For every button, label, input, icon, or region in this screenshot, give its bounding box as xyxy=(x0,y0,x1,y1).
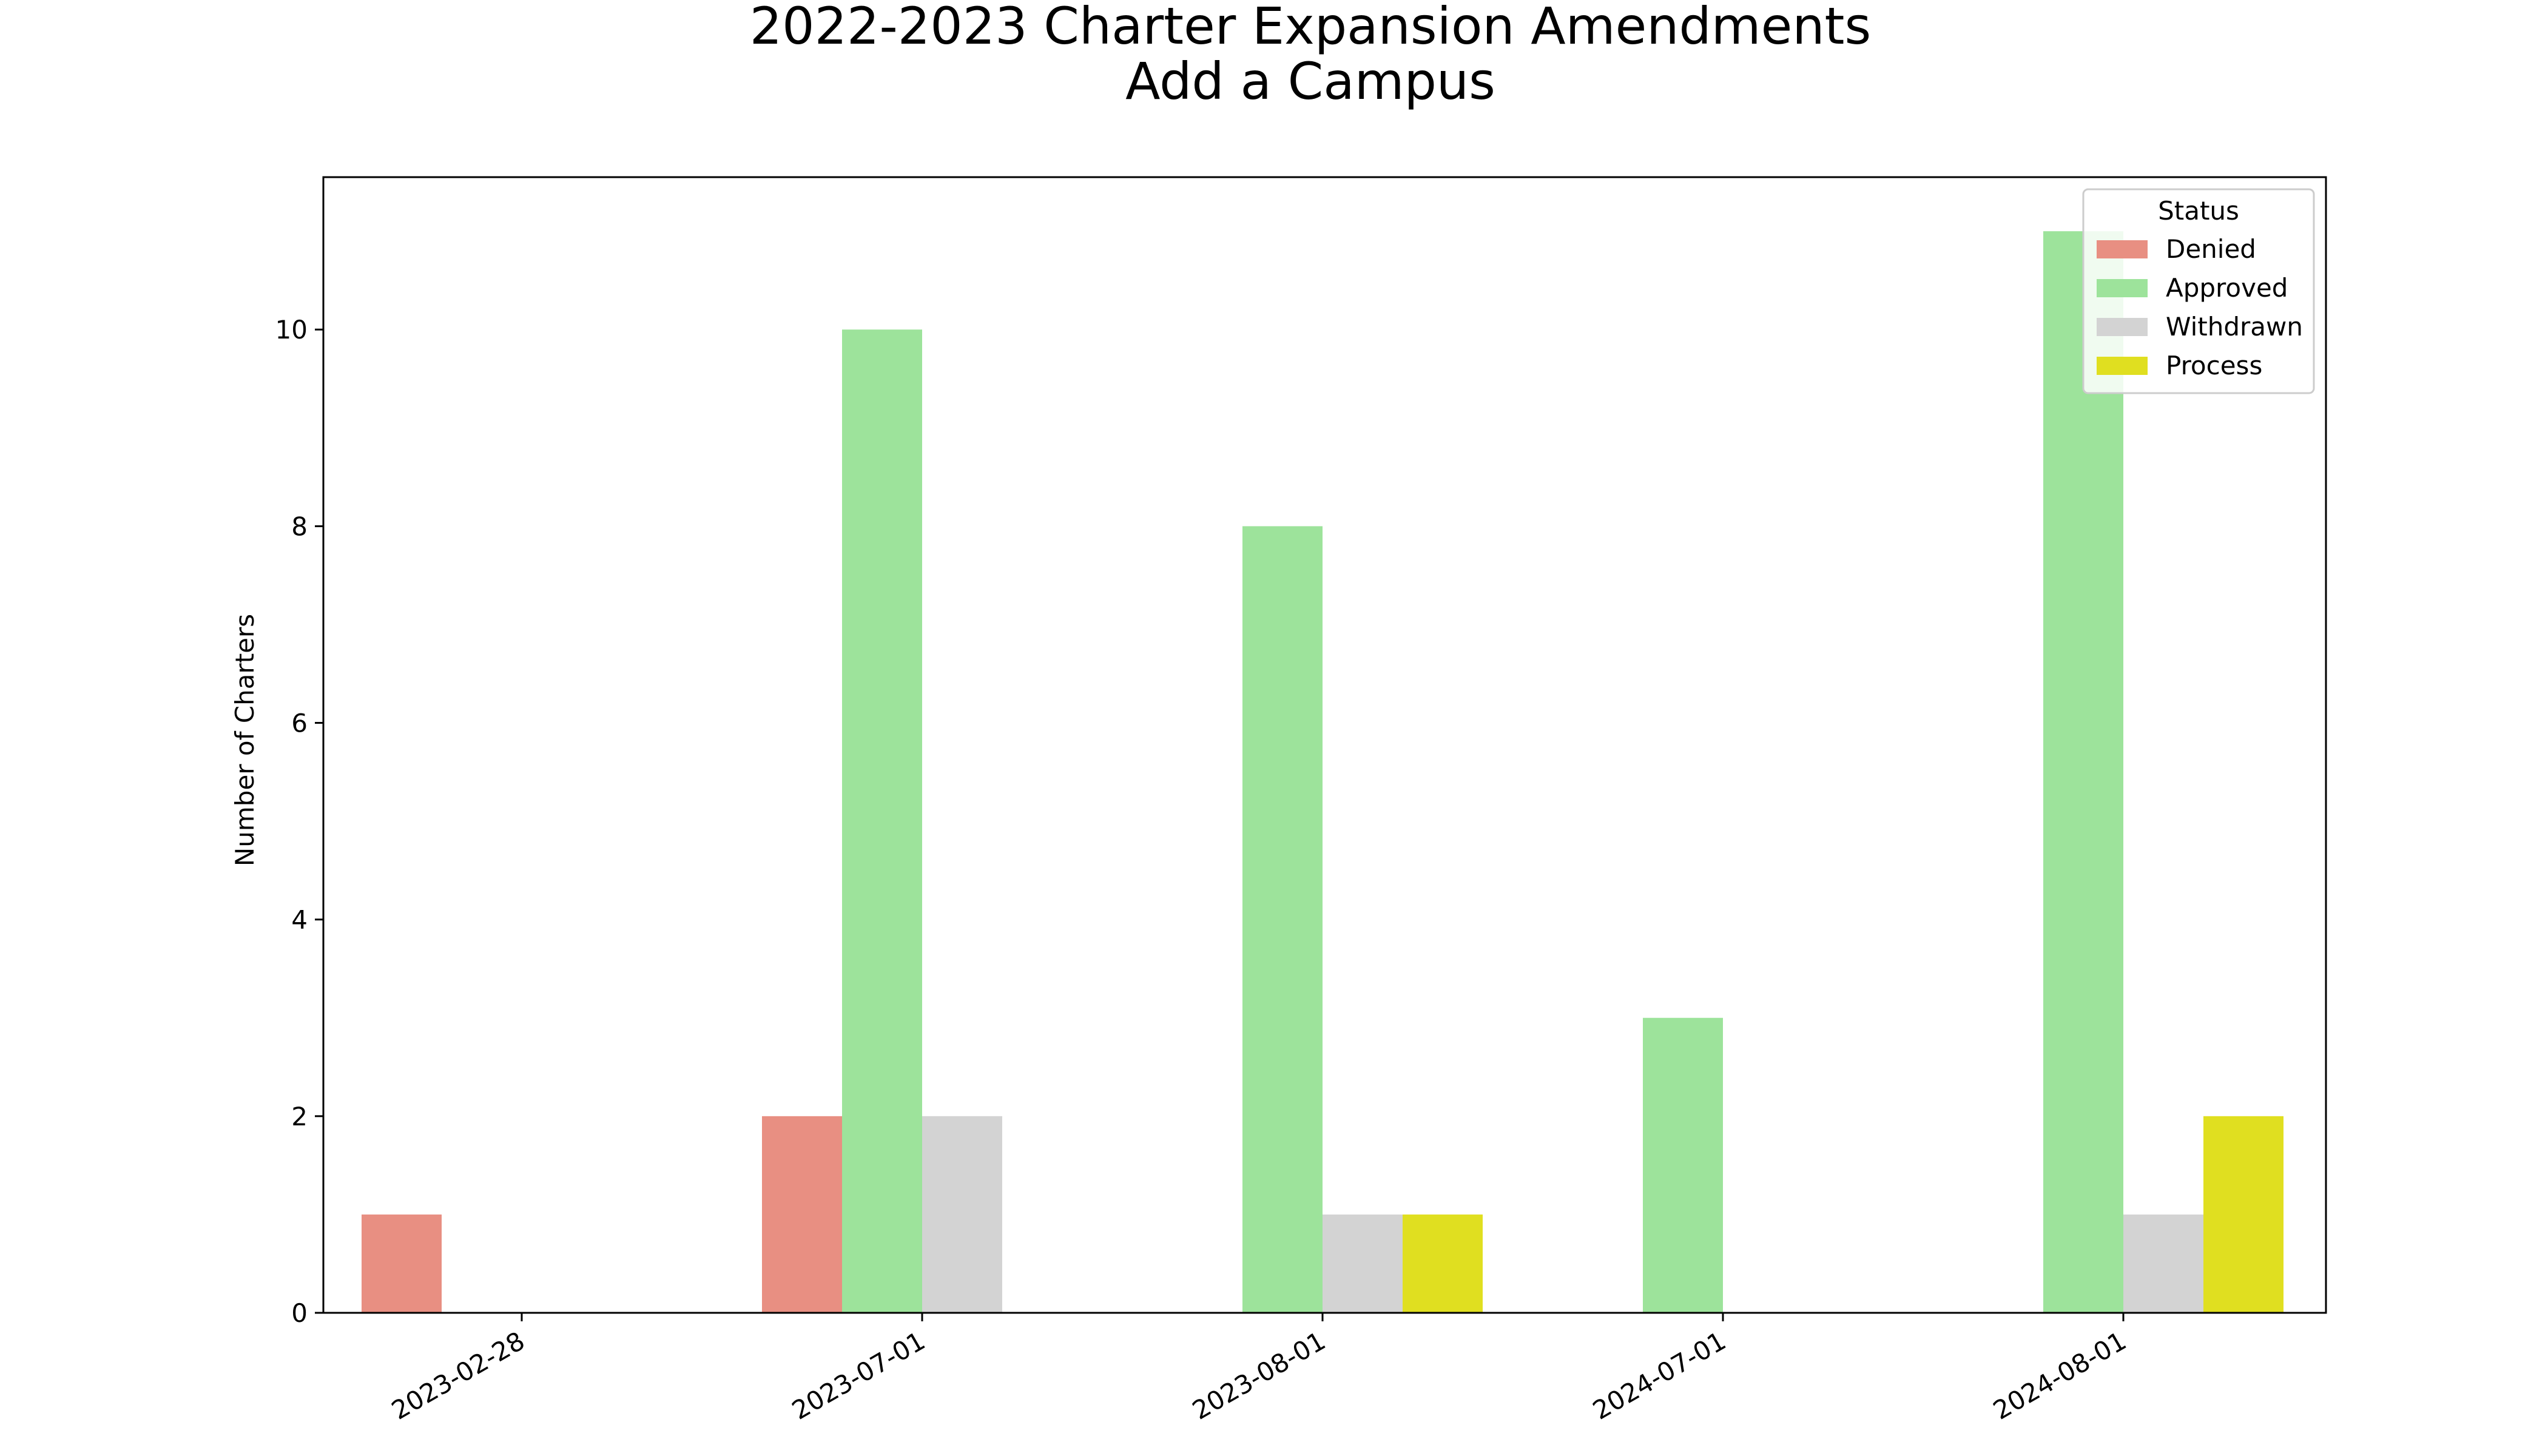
bar-approved-2023-07-01 xyxy=(842,329,922,1313)
y-tick-label: 2 xyxy=(291,1102,308,1131)
bar-approved-2023-08-01 xyxy=(1242,526,1323,1313)
bar-approved-2024-07-01 xyxy=(1643,1017,1723,1313)
legend-swatch-denied xyxy=(2097,240,2148,258)
legend-label-approved: Approved xyxy=(2166,273,2288,303)
legend-title: Status xyxy=(2158,196,2239,226)
plot-frame xyxy=(322,176,2327,1314)
y-tick-label: 10 xyxy=(275,315,308,345)
bars-layer xyxy=(362,231,2283,1313)
bar-denied-2023-07-01 xyxy=(762,1116,842,1313)
bar-withdrawn-2024-08-01 xyxy=(2123,1214,2203,1313)
legend-swatch-process xyxy=(2097,357,2148,375)
bar-approved-2024-08-01 xyxy=(2043,231,2123,1313)
legend-label-withdrawn: Withdrawn xyxy=(2166,312,2303,342)
bar-process-2024-08-01 xyxy=(2203,1116,2283,1313)
bar-denied-2023-02-28 xyxy=(362,1214,442,1313)
x-tick-label: 2024-08-01 xyxy=(1988,1326,2131,1425)
x-tick-label: 2023-07-01 xyxy=(787,1326,930,1425)
bar-process-2023-08-01 xyxy=(1403,1214,1483,1313)
legend-label-denied: Denied xyxy=(2166,234,2256,264)
y-tick-label: 4 xyxy=(291,905,308,935)
legend-swatch-approved xyxy=(2097,279,2148,297)
y-tick-label: 6 xyxy=(291,709,308,738)
bar-withdrawn-2023-08-01 xyxy=(1323,1214,1403,1313)
chart-title: 2022-2023 Charter Expansion Amendments xyxy=(750,0,1872,56)
y-tick-label: 8 xyxy=(291,511,308,541)
chart-subtitle: Add a Campus xyxy=(1125,52,1495,111)
y-axis-label: Number of Charters xyxy=(230,614,260,866)
x-tick-label: 2023-02-28 xyxy=(386,1326,530,1425)
x-tick-label: 2023-08-01 xyxy=(1187,1326,1330,1425)
legend-label-process: Process xyxy=(2166,351,2262,380)
x-tick-label: 2024-07-01 xyxy=(1588,1326,1731,1425)
bar-withdrawn-2023-07-01 xyxy=(922,1116,1002,1313)
legend-swatch-withdrawn xyxy=(2097,318,2148,336)
y-tick-label: 0 xyxy=(291,1298,308,1328)
legend: Status Denied Approved Withdrawn Process xyxy=(2082,188,2315,394)
